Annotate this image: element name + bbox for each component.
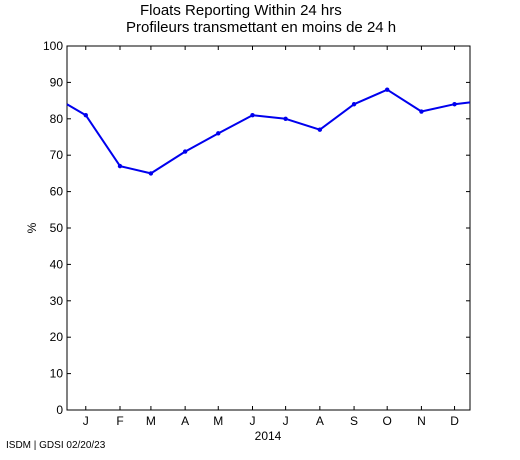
- x-tick-label: J: [83, 414, 89, 428]
- x-tick-label: M: [146, 414, 156, 428]
- y-tick-label: 30: [50, 294, 64, 308]
- x-tick-label: N: [417, 414, 426, 428]
- x-tick-label: O: [383, 414, 392, 428]
- x-tick-label: D: [450, 414, 459, 428]
- data-point: [317, 127, 323, 132]
- chart-subtitle: Profileurs transmettant en moins de 24 h: [126, 19, 397, 36]
- data-point: [419, 109, 424, 114]
- y-axis: 0 10 20 30 40 50 60 70 80 90 100: [43, 39, 470, 417]
- series-line: [66, 88, 471, 175]
- data-point: [250, 112, 255, 118]
- x-tick-label: A: [316, 414, 324, 428]
- data-point: [283, 116, 288, 122]
- chart-title: Floats Reporting Within 24 hrs: [140, 2, 342, 19]
- y-tick-label: 60: [50, 185, 64, 199]
- data-point: [83, 112, 88, 118]
- x-tick-label: M: [213, 414, 223, 428]
- data-point: [117, 163, 123, 169]
- x-tick-label: J: [283, 414, 289, 428]
- x-tick-label: A: [181, 414, 189, 428]
- data-point: [182, 149, 188, 154]
- y-tick-label: 70: [50, 148, 64, 162]
- y-tick-label: 100: [43, 39, 63, 53]
- series-layer: [66, 87, 471, 176]
- y-tick-label: 20: [50, 330, 64, 344]
- data-point: [452, 102, 457, 107]
- y-tick-label: 10: [50, 367, 64, 381]
- data-point: [384, 87, 390, 92]
- y-tick-label: 80: [50, 112, 64, 126]
- y-tick-label: 0: [56, 403, 63, 417]
- y-axis-label: %: [25, 222, 39, 233]
- y-tick-label: 40: [50, 257, 64, 271]
- y-tick-label: 50: [50, 221, 64, 235]
- plot-frame: [66, 45, 471, 411]
- data-point: [351, 102, 357, 107]
- x-tick-label: J: [249, 414, 255, 428]
- x-tick-label: S: [350, 414, 358, 428]
- footer-credit: ISDM | GDSI 02/20/23: [6, 440, 106, 451]
- data-point: [148, 171, 154, 176]
- x-axis-label: 2014: [255, 429, 282, 443]
- x-tick-label: F: [116, 414, 123, 428]
- data-point: [216, 131, 221, 136]
- y-tick-label: 90: [50, 75, 64, 89]
